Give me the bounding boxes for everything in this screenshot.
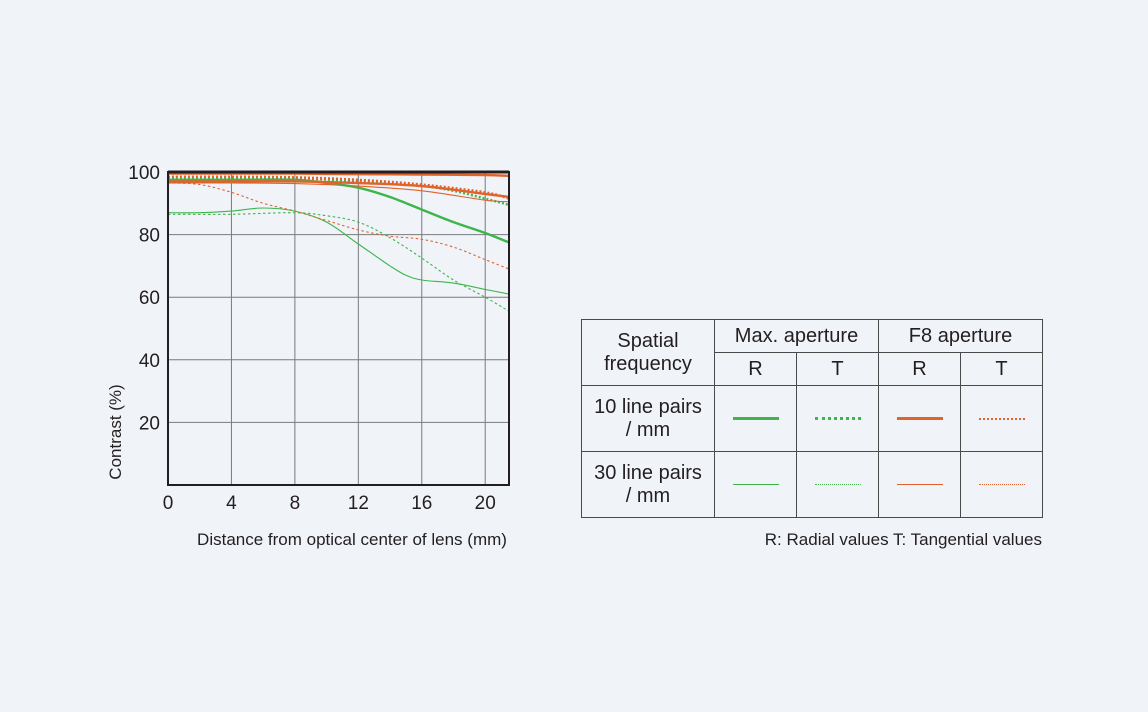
legend-sub-f8-r: R [878,352,961,386]
x-tick-label-20: 20 [475,493,496,514]
grid-lines [168,172,509,485]
plot-frame [167,171,510,486]
header-frequency-text: Spatial frequency [604,329,692,375]
series-line-7 [167,212,510,312]
row-10lp-text: 10 line pairs / mm [594,395,702,441]
swatch-cell-max-t-10 [796,385,879,452]
x-tick-label-8: 8 [290,493,301,514]
swatch-green-dotted-thick [814,417,861,420]
swatch-cell-f8-t-10 [960,385,1043,452]
legend-sub-max-r: R [714,352,797,386]
series-line-6 [167,207,510,295]
x-tick-label-12: 12 [348,493,369,514]
swatch-green-solid-thick [732,417,779,420]
y-axis-label: Contrast (%) [106,384,125,479]
series-line-1 [168,178,510,244]
swatch-green-solid-thin [732,484,779,485]
y-tick-label-100: 100 [128,163,160,184]
series-line-3 [168,172,510,177]
x-tick-label-0: 0 [163,493,174,514]
legend-sub-max-t: T [796,352,879,386]
legend-table: Spatial frequency Max. aperture F8 apert… [581,319,1043,518]
swatch-cell-f8-t-30 [960,451,1043,518]
series-line-9 [167,182,510,270]
x-axis-label: Distance from optical center of lens (mm… [197,530,507,549]
y-tick-label-60: 60 [139,288,160,309]
swatch-cell-f8-r-10 [878,385,961,452]
series-line-5 [167,175,510,200]
legend-header-max-aperture: Max. aperture [714,319,879,353]
series-line-8 [167,182,510,203]
legend-footnote: R: Radial values T: Tangential values [764,530,1042,549]
legend-header-f8-aperture: F8 aperture [878,319,1043,353]
row-30lp-text: 30 line pairs / mm [594,461,702,507]
swatch-cell-max-r-10 [714,385,797,452]
swatch-orange-dotted-thin [978,484,1025,485]
legend-header-frequency: Spatial frequency [581,319,715,386]
legend-sub-f8-t: T [960,352,1043,386]
legend-row-10lp: 10 line pairs / mm [581,385,715,452]
swatch-cell-max-t-30 [796,451,879,518]
swatch-orange-dotted-thick [978,417,1025,420]
swatch-cell-max-r-30 [714,451,797,518]
swatch-orange-solid-thick [896,417,943,420]
legend-row-30lp: 30 line pairs / mm [581,451,715,518]
tick-labels: 0 4 8 12 16 20 20 40 60 80 100 [128,163,495,514]
y-tick-label-80: 80 [139,226,160,247]
series-line-4 [167,180,510,199]
x-tick-label-4: 4 [226,493,237,514]
y-tick-label-40: 40 [139,351,160,372]
mtf-curves [167,172,510,312]
x-tick-label-16: 16 [411,493,432,514]
swatch-orange-solid-thin [896,484,943,485]
swatch-cell-f8-r-30 [878,451,961,518]
swatch-green-dotted-thin [814,484,861,485]
y-tick-label-20: 20 [139,413,160,434]
